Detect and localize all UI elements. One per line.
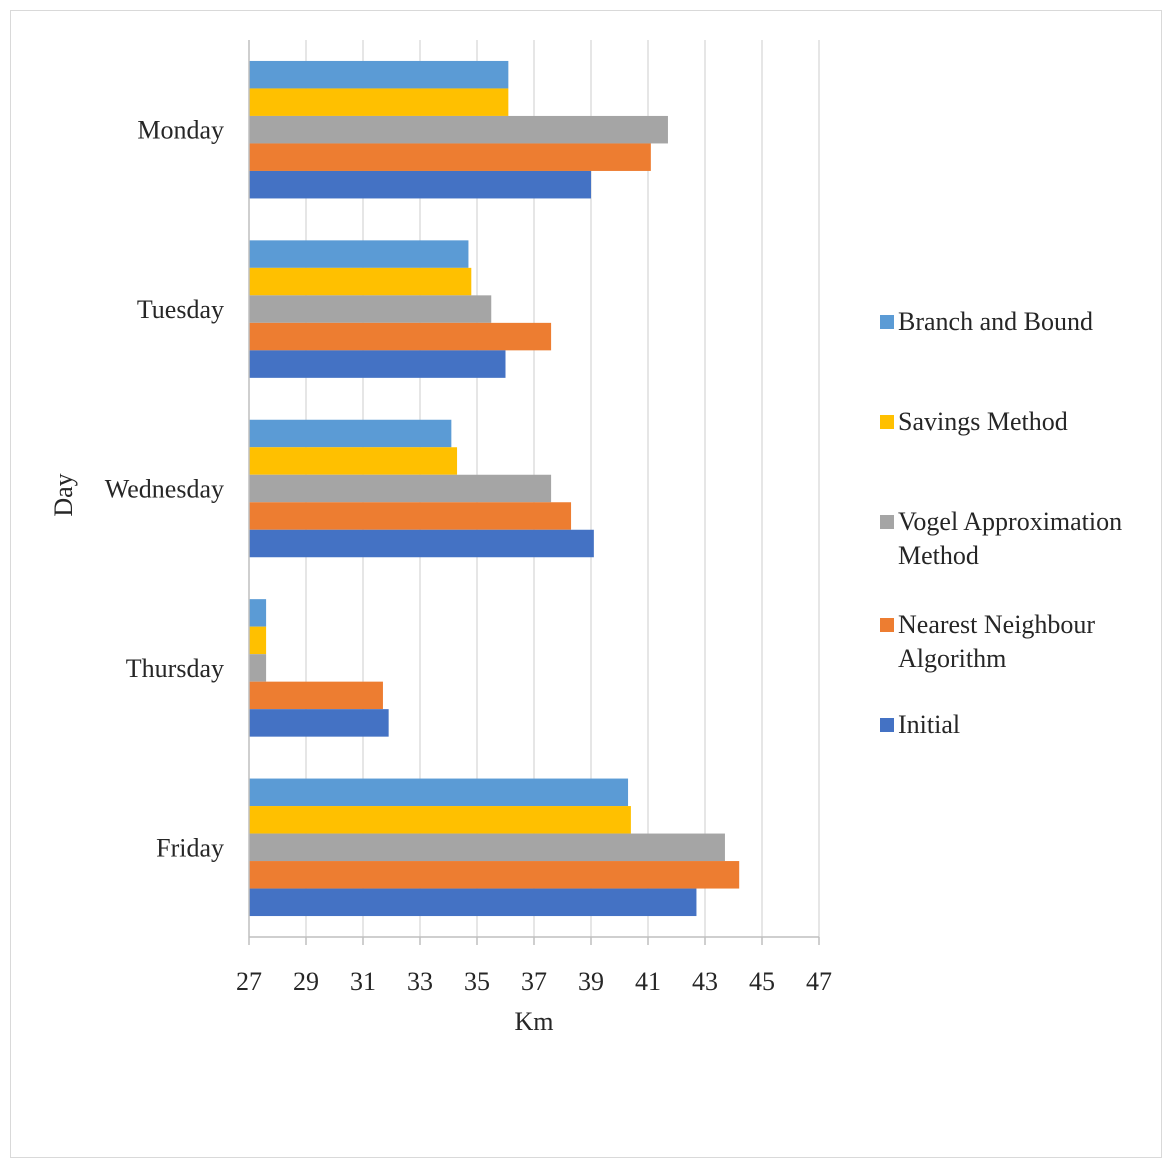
bar — [249, 60, 509, 89]
legend-swatch — [880, 415, 894, 429]
bar — [249, 861, 740, 889]
bar — [249, 419, 452, 448]
bar — [249, 888, 697, 917]
legend-label: Nearest Neighbour Algorithm — [898, 610, 1096, 673]
legend-swatch — [880, 515, 894, 529]
legend-item: Initial — [880, 708, 1158, 742]
bar — [249, 267, 472, 296]
legend-swatch — [880, 718, 894, 732]
bar — [249, 599, 267, 627]
bar — [249, 240, 469, 268]
bar — [249, 295, 492, 323]
legend-swatch — [880, 315, 894, 329]
bars — [249, 60, 740, 917]
legend-label: Savings Method — [898, 407, 1068, 436]
chart-frame — [10, 10, 1162, 1158]
value-axis — [248, 40, 820, 945]
legend-label: Vogel Approximation Method — [898, 507, 1123, 570]
bar — [249, 447, 458, 475]
legend-swatch — [880, 618, 894, 632]
x-tick-label: 33 — [407, 967, 433, 996]
bar — [249, 350, 506, 378]
bar — [249, 681, 383, 710]
x-tick-labels: 27 29 31 33 35 37 39 41 43 45 47 — [236, 967, 832, 996]
bar — [249, 709, 389, 737]
bar — [249, 322, 552, 351]
x-tick-label: 37 — [521, 967, 547, 996]
bar — [249, 115, 668, 144]
bar — [249, 474, 552, 503]
category-label: Tuesday — [137, 295, 224, 324]
bar — [249, 143, 651, 171]
bar — [249, 778, 629, 807]
bar — [249, 502, 572, 530]
x-tick-label: 27 — [236, 967, 262, 996]
x-tick-label: 45 — [749, 967, 775, 996]
bar — [249, 806, 631, 834]
legend-item: Savings Method — [880, 405, 1158, 439]
x-tick-label: 29 — [293, 967, 319, 996]
y-axis-title: Day — [49, 473, 78, 516]
x-tick-label: 35 — [464, 967, 490, 996]
x-axis-title: Km — [515, 1007, 554, 1036]
bar — [249, 654, 267, 682]
category-label: Thursday — [126, 654, 224, 683]
bar — [249, 833, 725, 862]
bar — [249, 170, 591, 199]
legend-item: Nearest Neighbour Algorithm — [880, 608, 1158, 676]
x-tick-label: 47 — [806, 967, 832, 996]
category-label: Wednesday — [105, 475, 224, 504]
x-tick-label: 43 — [692, 967, 718, 996]
bar — [249, 88, 509, 116]
x-tick-label: 39 — [578, 967, 604, 996]
bar — [249, 626, 267, 655]
legend-item: Vogel Approximation Method — [880, 505, 1158, 573]
bar — [249, 529, 594, 558]
x-tick-label: 41 — [635, 967, 661, 996]
legend-label: Initial — [898, 710, 961, 739]
category-label: Monday — [137, 116, 224, 145]
legend: Branch and Bound Savings Method Vogel Appr… — [880, 0, 1170, 1169]
legend-item: Branch and Bound — [880, 305, 1158, 339]
category-label: Friday — [156, 833, 224, 862]
legend-label: Branch and Bound — [898, 307, 1093, 336]
category-labels: Monday Tuesday Wednesday Thursday Friday — [105, 116, 224, 863]
x-tick-label: 31 — [350, 967, 376, 996]
